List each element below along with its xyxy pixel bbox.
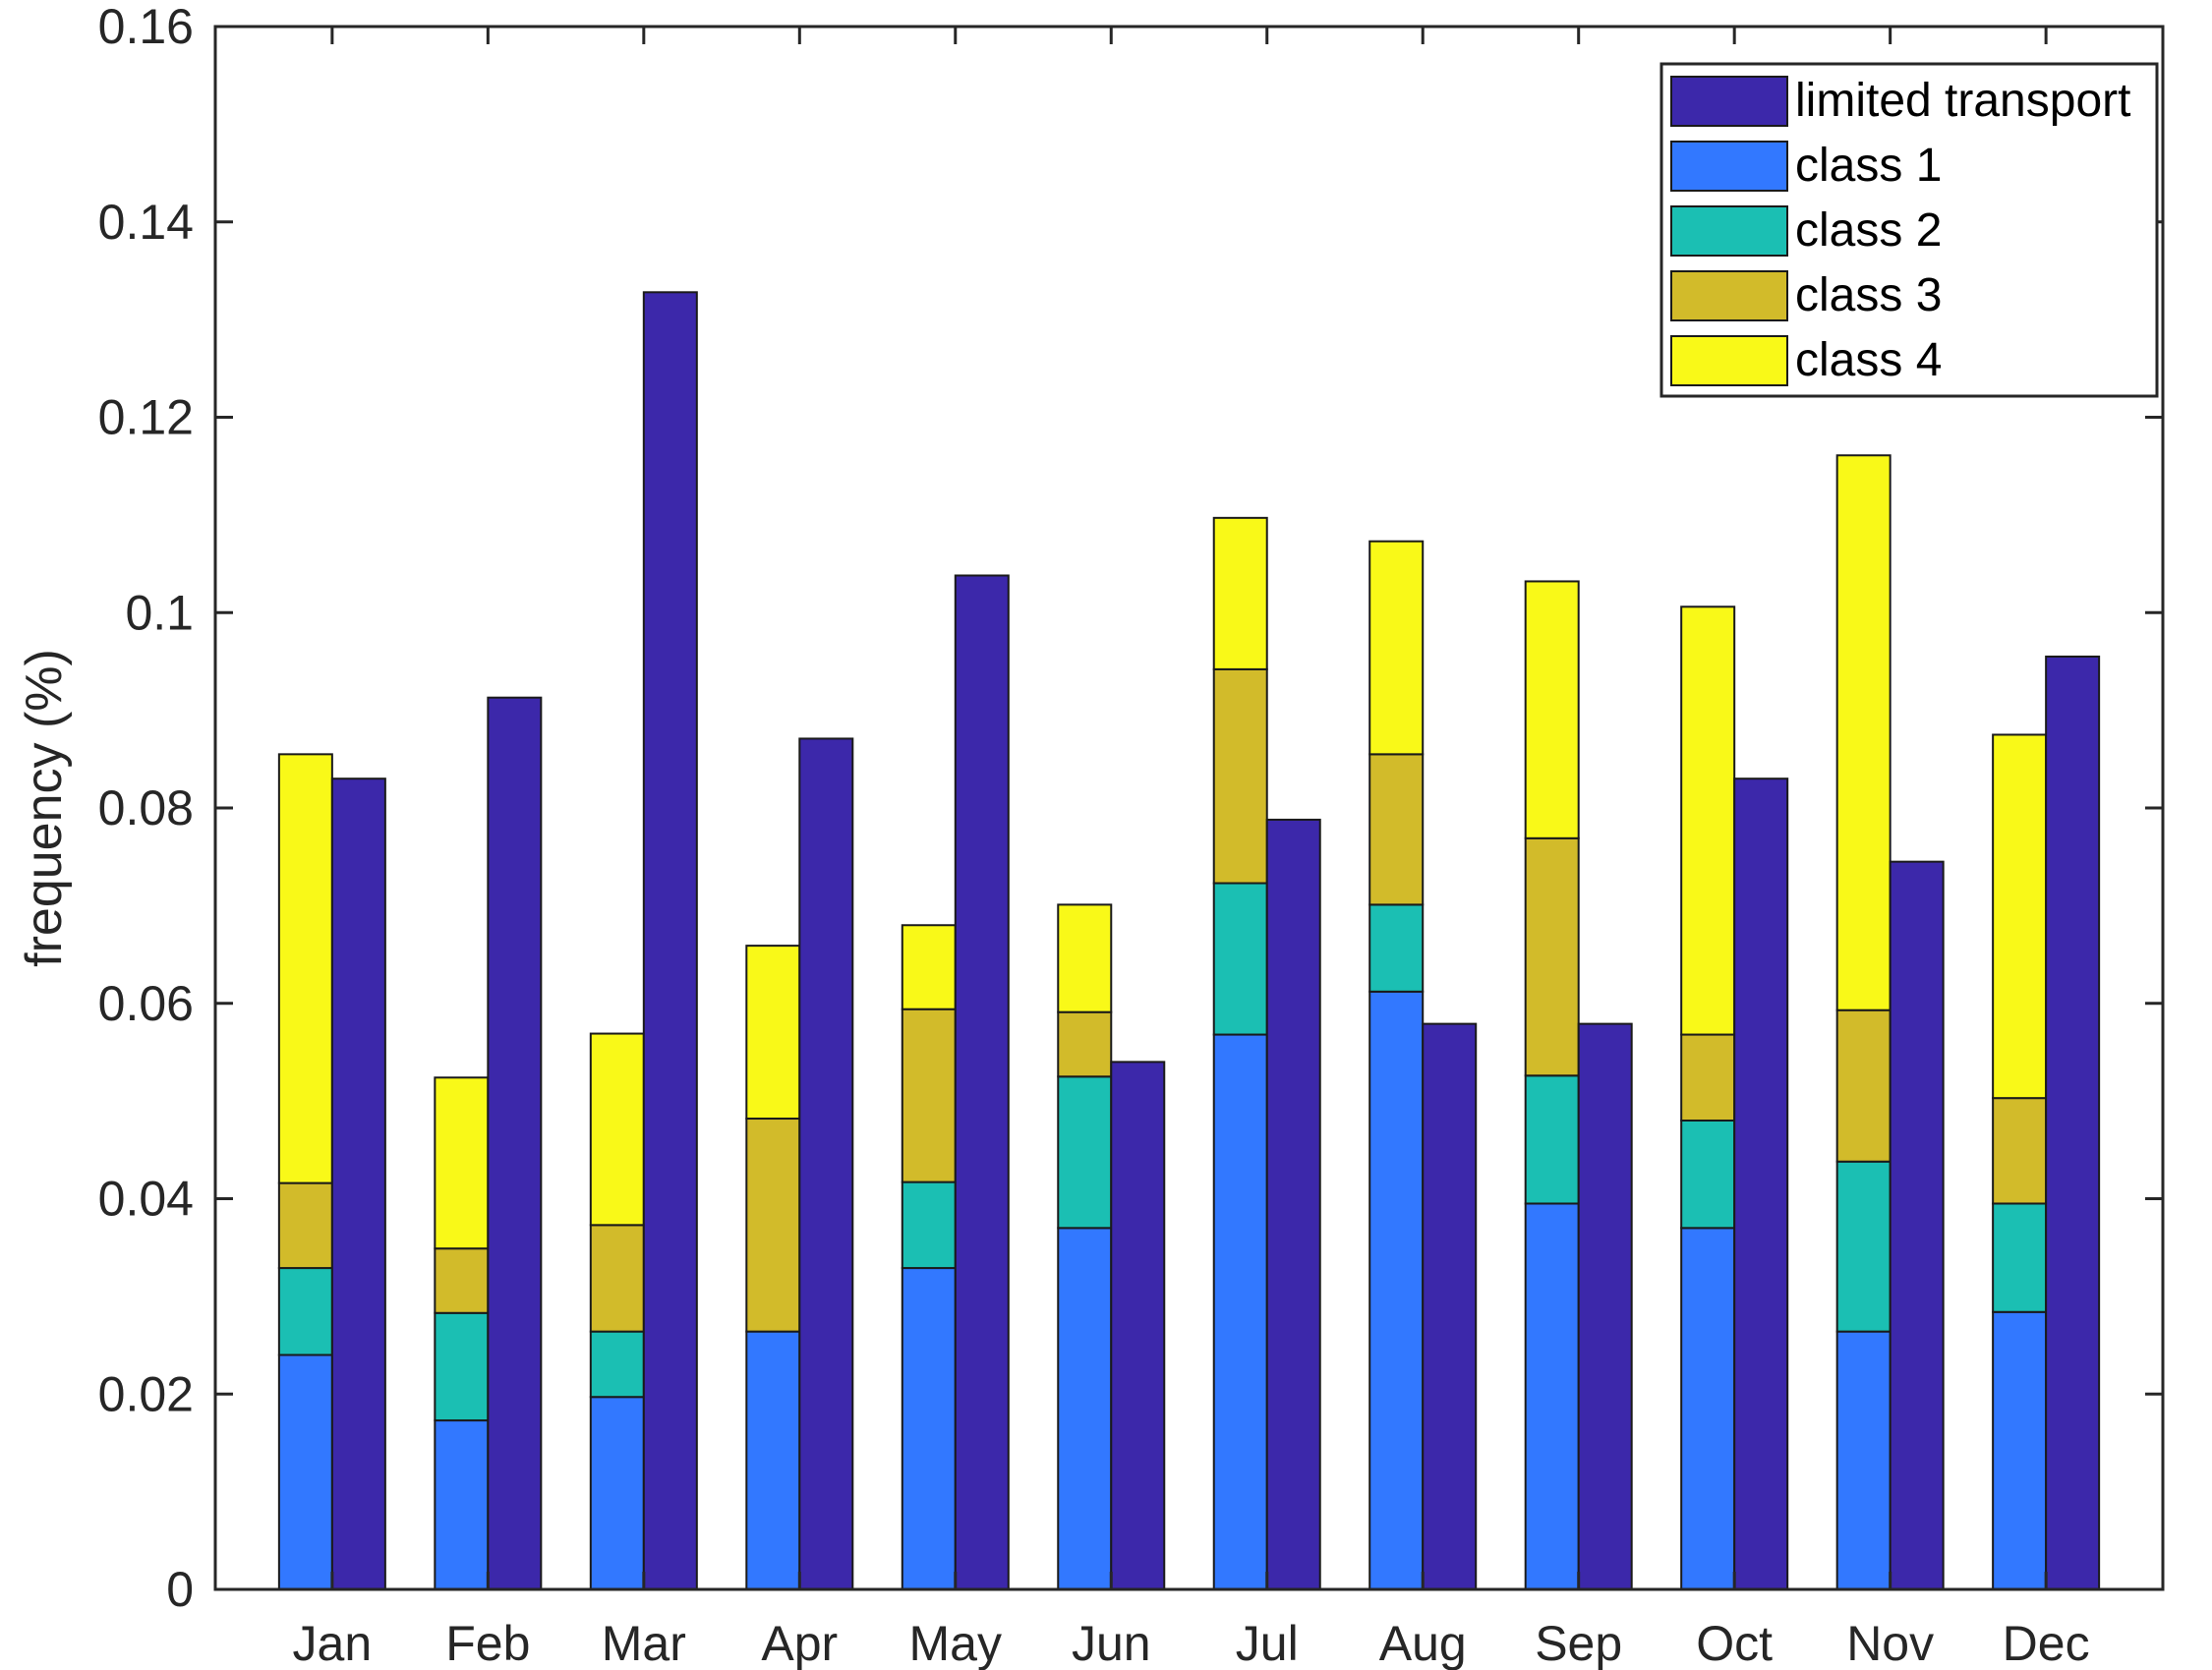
bar-class-4-feb	[434, 1076, 490, 1250]
bar-class-4-oct	[1680, 605, 1736, 1036]
axes-box	[213, 25, 2165, 1591]
bar-limited-transport-jun	[1110, 1061, 1166, 1590]
y-tick-label: 0.12	[98, 390, 194, 445]
bar-class-2-jul	[1212, 882, 1268, 1036]
bar-class-2-jan	[277, 1267, 333, 1356]
x-tick-label-sep: Sep	[1535, 1616, 1622, 1670]
bar-class-4-may	[901, 924, 957, 1010]
y-tick-labels: 0 0.02 0.04 0.06 0.08 0.1 0.12 0.14 0.16	[98, 0, 194, 1617]
legend-swatch-limited-transport	[1670, 76, 1788, 127]
x-tick-label-jun: Jun	[1072, 1616, 1151, 1670]
bar-class-2-feb	[434, 1311, 490, 1422]
bar-class-1-feb	[434, 1419, 490, 1591]
bar-class-1-dec	[1992, 1310, 2048, 1591]
bar-class-3-oct	[1680, 1033, 1736, 1123]
legend-label-class-1: class 1	[1795, 140, 1942, 192]
legend-swatch-class-4	[1670, 335, 1788, 386]
bar-class-3-mar	[589, 1224, 645, 1333]
legend-label-class-2: class 2	[1795, 204, 1942, 257]
bar-class-1-nov	[1835, 1330, 1892, 1591]
x-tick-label-may: May	[909, 1616, 1002, 1670]
bar-limited-transport-nov	[1889, 860, 1945, 1590]
bars-layer	[277, 291, 2101, 1591]
y-tick-label: 0.16	[98, 0, 194, 54]
bar-class-1-jun	[1057, 1227, 1113, 1590]
bar-class-2-mar	[589, 1330, 645, 1399]
bar-class-4-dec	[1992, 733, 2048, 1100]
bar-class-1-aug	[1368, 990, 1425, 1590]
bar-class-2-sep	[1524, 1074, 1580, 1205]
bar-class-3-jul	[1212, 667, 1268, 885]
bar-limited-transport-feb	[487, 696, 543, 1590]
x-tick-label-nov: Nov	[1846, 1616, 1934, 1670]
bar-class-4-nov	[1835, 454, 1892, 1011]
x-tick-label-jan: Jan	[293, 1616, 373, 1670]
x-tick-labels: Jan Feb Mar Apr May Jun Jul Aug Sep Oct Nov Dec	[293, 1616, 2090, 1670]
bar-class-4-mar	[589, 1032, 645, 1227]
bar-limited-transport-mar	[642, 291, 698, 1590]
bar-class-1-jul	[1212, 1033, 1268, 1591]
bar-class-1-jan	[277, 1353, 333, 1590]
bar-class-2-jun	[1057, 1075, 1113, 1230]
bar-class-1-mar	[589, 1396, 645, 1590]
bar-limited-transport-apr	[798, 737, 854, 1590]
y-tick-label: 0.14	[98, 195, 194, 250]
y-axis-title: frequency (%)	[16, 649, 73, 967]
legend-swatch-class-3	[1670, 270, 1788, 321]
x-tick-label-jul: Jul	[1236, 1616, 1299, 1670]
x-tick-label-feb: Feb	[445, 1616, 530, 1670]
bar-limited-transport-sep	[1577, 1022, 1633, 1590]
bar-class-3-may	[901, 1008, 957, 1183]
legend-swatch-class-1	[1670, 141, 1788, 192]
y-tick-label: 0.1	[125, 585, 194, 640]
legend-label-class-3: class 3	[1795, 269, 1942, 321]
legend: limited transport class 1 class 2 class 3 cl…	[1659, 62, 2159, 398]
y-tick-label: 0.02	[98, 1366, 194, 1421]
bar-class-2-may	[901, 1181, 957, 1270]
legend-label-class-4: class 4	[1795, 334, 1942, 386]
x-tick-label-oct: Oct	[1696, 1616, 1773, 1670]
legend-label-limited-transport: limited transport	[1795, 75, 2130, 127]
bar-class-3-feb	[434, 1247, 490, 1314]
y-tick-label: 0.08	[98, 780, 194, 835]
bar-class-1-may	[901, 1267, 957, 1591]
legend-items: limited transport class 1 class 2 class 3 cl…	[1670, 75, 2130, 386]
bar-class-3-sep	[1524, 836, 1580, 1077]
bar-limited-transport-aug	[1422, 1022, 1478, 1590]
bar-class-1-sep	[1524, 1202, 1580, 1590]
bar-limited-transport-jul	[1265, 818, 1321, 1590]
y-tick-label: 0.06	[98, 976, 194, 1031]
bar-class-3-jan	[277, 1181, 333, 1270]
bar-class-2-nov	[1835, 1160, 1892, 1333]
bar-class-3-jun	[1057, 1010, 1113, 1078]
x-tick-label-aug: Aug	[1379, 1616, 1467, 1670]
bar-class-1-oct	[1680, 1227, 1736, 1590]
bar-class-1-apr	[745, 1330, 801, 1591]
bar-class-3-apr	[745, 1118, 801, 1333]
bar-limited-transport-oct	[1733, 777, 1789, 1590]
bar-class-4-jul	[1212, 516, 1268, 670]
bar-class-2-aug	[1368, 903, 1425, 993]
legend-swatch-class-2	[1670, 205, 1788, 257]
x-tick-label-mar: Mar	[602, 1616, 686, 1670]
x-tick-label-apr: Apr	[761, 1616, 838, 1670]
bar-class-4-apr	[745, 945, 801, 1121]
bar-limited-transport-may	[954, 574, 1010, 1590]
bar-limited-transport-dec	[2045, 655, 2101, 1590]
bar-limited-transport-jan	[330, 777, 386, 1590]
y-tick-label: 0	[166, 1562, 194, 1617]
bar-class-2-oct	[1680, 1120, 1736, 1230]
bar-class-3-nov	[1835, 1008, 1892, 1163]
x-tick-label-dec: Dec	[2003, 1616, 2090, 1670]
y-tick-label: 0.04	[98, 1172, 194, 1227]
bar-class-4-sep	[1524, 580, 1580, 839]
bar-class-3-aug	[1368, 753, 1425, 906]
bar-class-2-dec	[1992, 1202, 2048, 1313]
bar-class-3-dec	[1992, 1097, 2048, 1205]
bar-class-4-jan	[277, 753, 333, 1184]
bar-class-4-jun	[1057, 903, 1113, 1013]
bar-class-4-aug	[1368, 540, 1425, 756]
